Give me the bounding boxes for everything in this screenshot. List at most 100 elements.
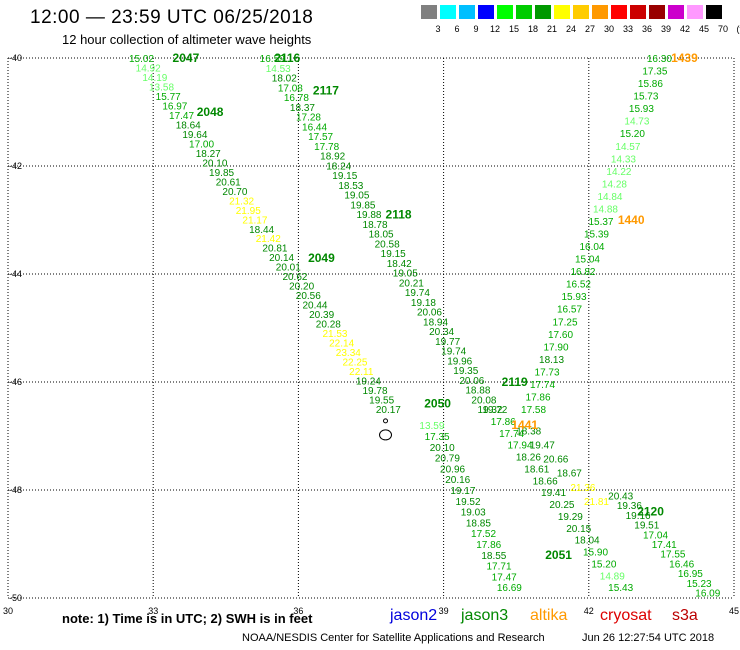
wave-height-value: 14.57 [615, 142, 640, 153]
wave-height-value: 18.92 [320, 152, 345, 163]
wave-height-value: 15.43 [608, 583, 633, 594]
color-swatch [573, 5, 589, 19]
wave-height-value: 15.20 [591, 559, 616, 570]
wave-height-value: 20.61 [216, 177, 241, 188]
wave-height-value: 20.34 [429, 327, 454, 338]
wave-height-value: 19.36 [617, 501, 642, 512]
pass-label: 1441 [511, 418, 538, 432]
color-swatch [592, 5, 608, 19]
wave-height-value: 17.04 [643, 530, 668, 541]
color-scale-label: 18 [527, 24, 538, 34]
y-tick-label: -48 [9, 485, 22, 495]
wave-height-value: 18.94 [423, 317, 448, 328]
color-swatch [554, 5, 570, 19]
wave-height-value: 15.23 [687, 579, 712, 590]
pass-label: 2047 [173, 51, 200, 65]
wave-height-value: 18.24 [326, 161, 351, 172]
wave-height-value: 22.14 [329, 339, 354, 350]
color-scale-label: 39 [660, 24, 671, 34]
wave-height-value: 16.30 [647, 54, 672, 65]
wave-height-value: 18.05 [369, 230, 394, 241]
wave-height-value: 18.02 [272, 74, 297, 85]
color-swatch [440, 5, 456, 19]
wave-height-value: 18.38 [516, 427, 541, 438]
wave-height-value: 17.35 [425, 432, 450, 443]
wave-height-value: 15.93 [629, 104, 654, 115]
color-scale-label: 36 [641, 24, 652, 34]
x-tick-label: 36 [293, 606, 303, 616]
x-tick-label: 33 [148, 606, 158, 616]
wave-height-value: 16.69 [497, 583, 522, 594]
color-swatch [668, 5, 684, 19]
wave-height-value: 22.25 [342, 358, 367, 369]
wave-height-value: 18.27 [196, 149, 221, 160]
wave-height-value: 19.17 [450, 486, 475, 497]
wave-height-value: 21.36 [570, 483, 595, 494]
wave-height-value: 19.74 [441, 347, 466, 358]
color-scale-label: 3 [435, 24, 441, 34]
pass-label: 2118 [386, 208, 412, 222]
wave-height-value: 18.66 [533, 476, 558, 487]
pass-label: 2050 [424, 397, 451, 411]
wave-height-value: 19.18 [411, 298, 436, 309]
color-swatch [421, 5, 437, 19]
pass-label: 2051 [545, 548, 572, 562]
color-swatch [497, 5, 513, 19]
wave-height-value: 20.96 [440, 464, 465, 475]
color-scale-label: 45 [698, 24, 709, 34]
wave-height-value: 17.86 [526, 392, 551, 403]
color-swatch [459, 5, 475, 19]
wave-height-value: 20.01 [276, 263, 301, 274]
x-tick-label: 45 [729, 606, 739, 616]
wave-height-value: 17.28 [296, 113, 321, 124]
wave-height-value: 19.05 [344, 191, 369, 202]
color-scale-label: 24 [565, 24, 576, 34]
color-swatch [649, 5, 665, 19]
wave-height-value: 15.93 [561, 292, 586, 303]
wave-height-value: 19.72 [482, 405, 507, 416]
color-swatch [516, 5, 532, 19]
wave-height-value: 18.42 [387, 259, 412, 270]
wave-height-value: 19.24 [356, 377, 381, 388]
wave-height-value: 13.58 [149, 82, 174, 93]
wave-height-value: 14.84 [597, 192, 622, 203]
pass-label: 2048 [197, 105, 224, 119]
wave-height-value: 15.20 [620, 129, 645, 140]
wave-height-value: 17.25 [553, 317, 578, 328]
color-swatch [478, 5, 494, 19]
wave-height-value: 17.57 [308, 132, 333, 143]
wave-height-value: 14.89 [600, 571, 625, 582]
wave-height-value: 21.17 [242, 215, 267, 226]
pass-label: 2120 [637, 505, 664, 519]
color-scale-label: 6 [454, 24, 460, 34]
wave-height-value: 17.58 [521, 405, 546, 416]
wave-height-value: 19.41 [541, 488, 566, 499]
color-swatch [611, 5, 627, 19]
wave-height-value: 20.56 [296, 291, 321, 302]
wave-height-value: 21.95 [236, 206, 261, 217]
wave-height-value: 17.86 [491, 417, 516, 428]
color-scale-label: 9 [473, 24, 479, 34]
wave-height-value: 20.79 [435, 454, 460, 465]
wave-height-value: 17.71 [487, 562, 512, 573]
color-scale-label: 21 [546, 24, 557, 34]
wave-height-value: 21.42 [256, 234, 281, 245]
color-swatch [706, 5, 722, 19]
island-outline [383, 418, 389, 424]
wave-height-value: 15.04 [575, 255, 600, 266]
wave-height-value: 16.09 [695, 589, 720, 600]
wave-height-value: 19.64 [182, 130, 207, 141]
wave-height-value: 19.52 [456, 497, 481, 508]
wave-height-value: 20.25 [549, 500, 574, 511]
wave-height-value: 19.15 [381, 249, 406, 260]
wave-height-value: 14.53 [266, 64, 291, 75]
wave-height-value: 15.39 [584, 230, 609, 241]
satellite-legend-jason3: jason3 [461, 607, 509, 624]
x-tick-label: 30 [3, 606, 13, 616]
chart-title: 12:00 — 23:59 UTC 06/25/2018 [30, 7, 314, 28]
color-scale-label: 12 [489, 24, 500, 34]
wave-height-value: 20.10 [202, 158, 227, 169]
chart-subtitle: 12 hour collection of altimeter wave hei… [62, 32, 312, 47]
wave-height-value: 20.66 [543, 455, 568, 466]
